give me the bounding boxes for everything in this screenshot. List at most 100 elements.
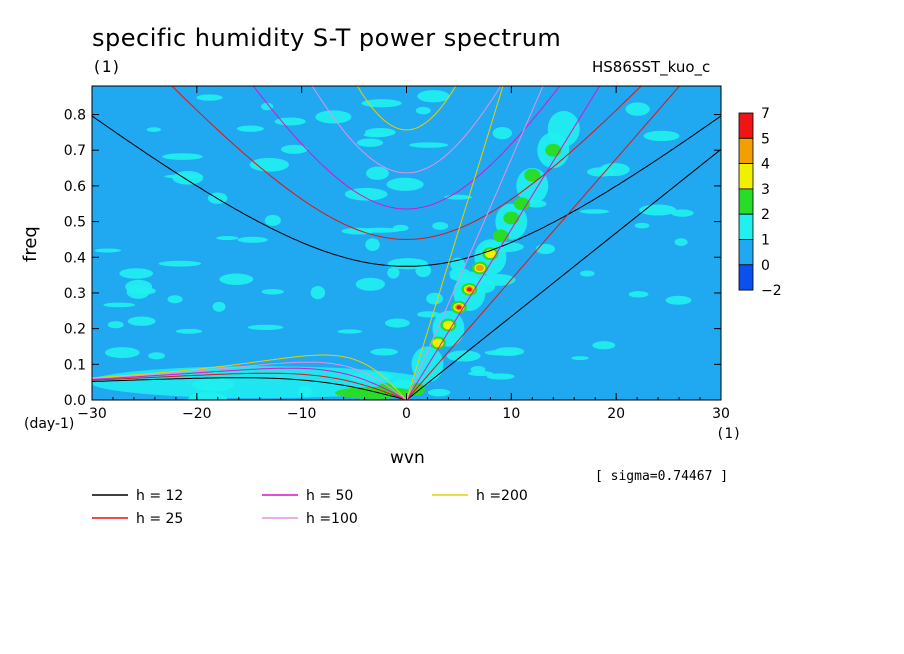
chart-title: specific humidity S-T power spectrum bbox=[92, 24, 562, 52]
x-tick-label: −20 bbox=[182, 406, 212, 422]
field-patch bbox=[158, 260, 202, 267]
field-patch bbox=[643, 130, 680, 142]
x-axis-label: wvn bbox=[390, 448, 425, 468]
gravity-curve-h100 bbox=[311, 86, 502, 174]
colorbar-swatch bbox=[738, 112, 754, 139]
y-tick-label: 0.8 bbox=[64, 108, 86, 124]
field-patch bbox=[628, 291, 649, 298]
kelvin-curve-h12 bbox=[406, 148, 721, 400]
x-tick-label: −30 bbox=[77, 406, 107, 422]
x-tick-label: 0 bbox=[402, 406, 411, 422]
field-patch bbox=[486, 373, 515, 380]
field-patch bbox=[146, 127, 162, 132]
y-tick-label: 0.7 bbox=[64, 143, 86, 159]
field-patch bbox=[356, 138, 384, 147]
rossby-curve-h12 bbox=[92, 377, 407, 400]
peak-level-2 bbox=[492, 229, 509, 243]
field-patch bbox=[119, 268, 154, 279]
field-patch bbox=[671, 209, 694, 217]
x-axis-unit: (1) bbox=[716, 426, 742, 442]
y-axis-unit: (day-1) bbox=[24, 416, 75, 432]
legend-label: h =200 bbox=[476, 488, 528, 504]
rossby-curve-h200 bbox=[92, 354, 407, 400]
field-patch bbox=[417, 90, 450, 103]
x-tick-label: 20 bbox=[607, 406, 625, 422]
field-patch bbox=[236, 125, 264, 132]
colorbar-swatch bbox=[738, 264, 754, 291]
field-patch bbox=[175, 328, 203, 334]
sigma-annotation: [ sigma=0.74467 ] bbox=[595, 469, 729, 484]
field-patch bbox=[94, 248, 122, 253]
field-patch bbox=[127, 316, 156, 326]
rossby-curve-h25 bbox=[92, 372, 407, 400]
gravity-curve-h200 bbox=[356, 86, 457, 131]
gravity-curve-h50 bbox=[252, 86, 561, 210]
field-patch bbox=[310, 285, 326, 300]
kelvin-curve-h100 bbox=[406, 86, 544, 400]
field-patch bbox=[416, 311, 441, 318]
peak-level-7 bbox=[456, 305, 462, 310]
field-patch bbox=[427, 388, 451, 397]
colorbar-swatch bbox=[738, 137, 754, 165]
field-patch bbox=[237, 236, 268, 243]
field-patch bbox=[625, 102, 650, 116]
field-patch bbox=[261, 288, 284, 295]
field-patch bbox=[387, 258, 428, 270]
gravity-curve-h12 bbox=[92, 115, 721, 267]
field-patch bbox=[107, 321, 124, 329]
field-patch bbox=[196, 94, 223, 101]
field-patch bbox=[148, 352, 165, 360]
field-patch bbox=[219, 273, 254, 285]
field-patch bbox=[260, 102, 274, 111]
field-patch bbox=[126, 285, 150, 299]
gravity-curve-h25 bbox=[171, 86, 642, 240]
y-tick-label: 0.1 bbox=[64, 357, 86, 373]
field-patch bbox=[592, 341, 616, 350]
legend-label: h = 25 bbox=[136, 511, 183, 527]
field-patch bbox=[492, 127, 512, 140]
field-patch bbox=[415, 106, 431, 115]
y-tick-label: 0.2 bbox=[64, 322, 86, 338]
legend-label: h = 50 bbox=[306, 488, 353, 504]
field-patch bbox=[274, 117, 306, 126]
plot-background bbox=[92, 86, 721, 400]
field-patch bbox=[359, 227, 401, 233]
top-unit-label: (1) bbox=[92, 57, 121, 76]
peak-level-7 bbox=[466, 287, 472, 292]
ridge-patch bbox=[516, 167, 549, 204]
colorbar-label: 3 bbox=[761, 182, 770, 198]
x-tick-label: 30 bbox=[712, 406, 730, 422]
colorbar-label: 1 bbox=[761, 233, 770, 249]
field-patch bbox=[281, 144, 308, 154]
peak-level-2 bbox=[545, 143, 562, 157]
colorbar-label: 2 bbox=[761, 207, 770, 223]
rossby-curve-h100 bbox=[92, 361, 407, 400]
field-patch bbox=[344, 187, 388, 201]
colorbar-swatch bbox=[738, 239, 754, 266]
field-patch bbox=[446, 350, 481, 362]
field-patch bbox=[167, 295, 183, 304]
field-patch bbox=[355, 277, 386, 291]
field-patch bbox=[387, 266, 400, 279]
field-patch bbox=[216, 235, 239, 241]
colorbar-label: 4 bbox=[761, 157, 770, 173]
run-name-label: HS86SST_kuo_c bbox=[592, 58, 711, 76]
colorbar-swatch bbox=[738, 163, 754, 190]
colorbar-label: −2 bbox=[761, 283, 782, 299]
field-patch bbox=[212, 301, 226, 312]
legend-label: h =100 bbox=[306, 511, 358, 527]
field-patch bbox=[172, 171, 204, 185]
legend-label: h = 12 bbox=[136, 488, 183, 504]
field-patch bbox=[535, 243, 556, 255]
y-tick-label: 0.4 bbox=[64, 250, 86, 266]
colorbar-swatch bbox=[738, 213, 754, 240]
field-patch bbox=[249, 157, 290, 172]
y-tick-label: 0.5 bbox=[64, 215, 86, 231]
field-patch bbox=[363, 132, 390, 138]
y-tick-label: 0.6 bbox=[64, 179, 86, 195]
field-patch bbox=[361, 99, 402, 108]
ridge-patch bbox=[547, 110, 580, 147]
field-patch bbox=[579, 209, 610, 214]
colorbar-swatch bbox=[738, 188, 754, 215]
kelvin-curve-h25 bbox=[406, 86, 681, 400]
